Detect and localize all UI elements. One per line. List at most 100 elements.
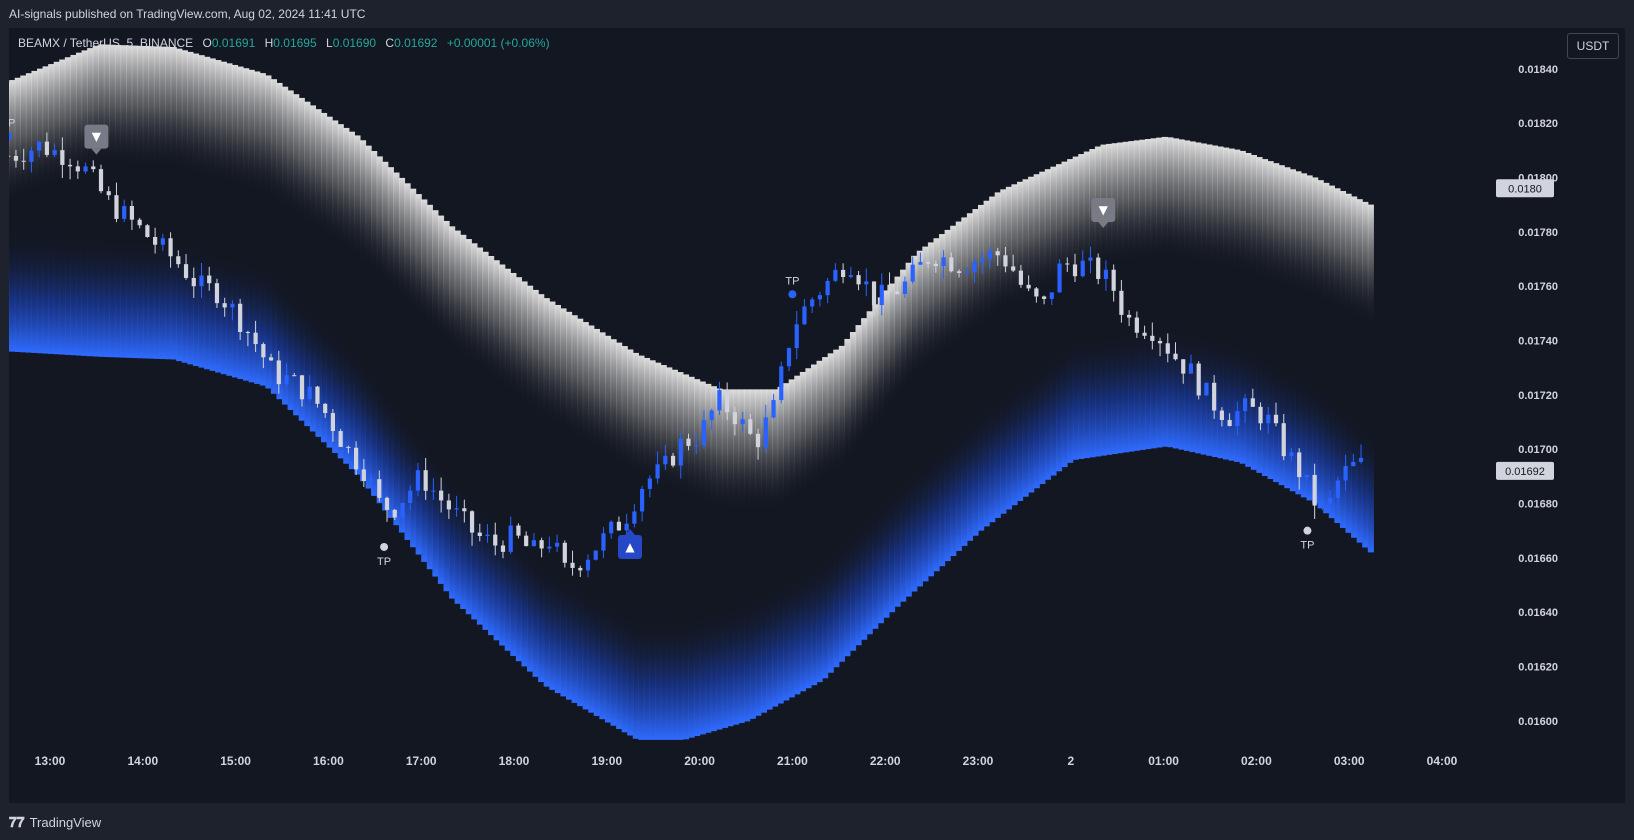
brand-label[interactable]: TradingView — [29, 815, 102, 830]
candle-body[interactable] — [292, 375, 297, 377]
candle-body[interactable] — [848, 275, 853, 277]
candle-body[interactable] — [1096, 257, 1101, 279]
candle-body[interactable] — [755, 433, 761, 448]
candle-body[interactable] — [276, 360, 281, 385]
candle-body[interactable] — [199, 275, 204, 287]
candle-body[interactable] — [1335, 480, 1340, 499]
candle-body[interactable] — [323, 403, 328, 414]
candle-body[interactable] — [578, 567, 583, 571]
candle-body[interactable] — [794, 324, 799, 349]
candle-body[interactable] — [83, 166, 88, 172]
candle-body[interactable] — [1049, 292, 1054, 299]
symbol-title[interactable]: BEAMX / TetherUS, 5, BINANCE — [18, 36, 194, 50]
candle-body[interactable] — [214, 283, 220, 304]
candle-body[interactable] — [137, 219, 142, 226]
candle-body[interactable] — [1273, 414, 1279, 424]
candle-body[interactable] — [879, 284, 884, 306]
candle-body[interactable] — [531, 540, 536, 547]
candle-body[interactable] — [786, 348, 792, 367]
candle-body[interactable] — [114, 195, 119, 219]
candle-body[interactable] — [655, 464, 660, 479]
candle-body[interactable] — [431, 490, 436, 492]
candle-body[interactable] — [75, 166, 80, 172]
candle-body[interactable] — [585, 559, 591, 571]
candle-body[interactable] — [469, 511, 475, 533]
candle-body[interactable] — [1142, 332, 1147, 336]
candle-body[interactable] — [44, 141, 49, 155]
candle-body[interactable] — [516, 525, 521, 536]
price-chart[interactable]: ▼▼▲TPTPTPTP0.018400.018200.018000.017800… — [9, 28, 1625, 803]
candle-body[interactable] — [918, 262, 923, 265]
candle-body[interactable] — [384, 497, 390, 510]
candle-body[interactable] — [52, 150, 57, 155]
candle-body[interactable] — [29, 150, 34, 162]
candle-body[interactable] — [670, 455, 676, 466]
candle-body[interactable] — [508, 525, 513, 552]
candle-body[interactable] — [926, 262, 931, 264]
candle-body[interactable] — [1173, 353, 1178, 360]
candle-body[interactable] — [717, 390, 722, 411]
candle-body[interactable] — [686, 438, 691, 446]
candle-body[interactable] — [1011, 266, 1016, 271]
candle-body[interactable] — [871, 281, 877, 306]
candle-body[interactable] — [1165, 343, 1170, 354]
candle-body[interactable] — [810, 299, 815, 307]
candle-body[interactable] — [1312, 474, 1317, 506]
candle-body[interactable] — [748, 419, 753, 434]
candle-body[interactable] — [1219, 410, 1224, 420]
candle-body[interactable] — [663, 455, 668, 465]
candle-body[interactable] — [616, 521, 622, 531]
candle-body[interactable] — [153, 237, 158, 245]
candle-body[interactable] — [570, 562, 575, 568]
candle-body[interactable] — [330, 413, 336, 432]
candle-body[interactable] — [1134, 317, 1139, 333]
candle-body[interactable] — [253, 332, 258, 345]
candle-body[interactable] — [1188, 363, 1194, 374]
candle-body[interactable] — [1103, 269, 1109, 279]
candle-body[interactable] — [524, 535, 529, 547]
candle-body[interactable] — [67, 164, 73, 167]
candle-body[interactable] — [1119, 290, 1124, 315]
candle-body[interactable] — [1111, 269, 1116, 291]
candle-body[interactable] — [1320, 503, 1325, 506]
candle-body[interactable] — [678, 438, 683, 466]
candle-body[interactable] — [299, 375, 305, 400]
candle-body[interactable] — [106, 191, 111, 196]
candle-body[interactable] — [647, 478, 652, 489]
candle-body[interactable] — [1212, 382, 1217, 411]
candle-body[interactable] — [1157, 340, 1163, 344]
candle-body[interactable] — [1351, 461, 1356, 467]
candle-body[interactable] — [1018, 270, 1024, 285]
candle-body[interactable] — [910, 264, 915, 282]
candle-body[interactable] — [392, 509, 397, 518]
candle-body[interactable] — [454, 508, 459, 510]
candle-body[interactable] — [261, 344, 266, 358]
candle-body[interactable] — [779, 366, 784, 401]
candle-body[interactable] — [222, 303, 227, 308]
candle-body[interactable] — [284, 375, 289, 385]
candle-body[interactable] — [771, 400, 776, 418]
candle-body[interactable] — [1297, 452, 1302, 478]
candle-body[interactable] — [168, 238, 173, 257]
candle-body[interactable] — [238, 303, 243, 332]
candle-body[interactable] — [732, 412, 737, 425]
candle-body[interactable] — [895, 291, 900, 294]
candle-body[interactable] — [547, 546, 552, 549]
candle-body[interactable] — [439, 490, 444, 501]
candle-body[interactable] — [307, 386, 312, 400]
candle-body[interactable] — [129, 206, 135, 220]
candle-body[interactable] — [423, 470, 428, 491]
candle-body[interactable] — [477, 532, 482, 537]
candle-body[interactable] — [400, 503, 405, 518]
candle-body[interactable] — [949, 257, 954, 272]
candle-body[interactable] — [361, 469, 366, 481]
candle-body[interactable] — [98, 169, 104, 192]
candle-body[interactable] — [9, 155, 11, 157]
candle-body[interactable] — [1250, 398, 1255, 407]
candle-body[interactable] — [1242, 398, 1248, 412]
candle-body[interactable] — [1072, 264, 1078, 277]
candle-body[interactable] — [995, 251, 1000, 256]
candle-body[interactable] — [1266, 414, 1271, 424]
candle-body[interactable] — [493, 534, 498, 546]
candle-body[interactable] — [833, 269, 838, 281]
